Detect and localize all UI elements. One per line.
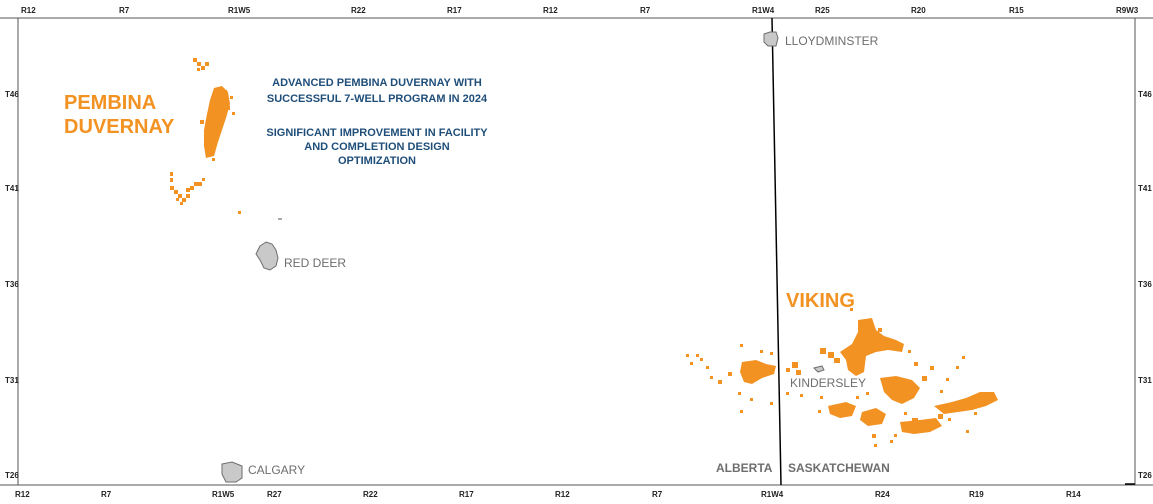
annotation-line: AND COMPLETION DESIGN <box>304 141 450 153</box>
right-tick: T46 <box>1138 90 1152 99</box>
right-tick: T26 <box>1138 471 1152 480</box>
red-deer-city-shape <box>255 241 279 271</box>
top-tick: R20 <box>911 6 926 15</box>
top-tick: R15 <box>1009 6 1024 15</box>
top-tick: R1W5 <box>228 6 251 15</box>
duvernay-play-label: DUVERNAY <box>64 116 175 138</box>
bottom-range-labels: R12 R7 R1W5 R27 R22 R17 R12 R7 R1W4 R24 … <box>15 490 1081 499</box>
left-township-labels: T46 T41 T36 T31 T26 <box>5 90 19 480</box>
bottom-tick: R1W5 <box>212 490 235 499</box>
top-tick: R7 <box>640 6 651 15</box>
bottom-tick: R17 <box>459 490 474 499</box>
right-tick: T31 <box>1138 376 1152 385</box>
duvernay-acreage <box>170 58 241 214</box>
red-deer-label: RED DEER <box>284 256 346 270</box>
bottom-tick: R7 <box>652 490 663 499</box>
top-tick: R22 <box>351 6 366 15</box>
annotation-line: SUCCESSFUL 7-WELL PROGRAM IN 2024 <box>267 93 488 105</box>
viking-acreage <box>686 308 998 447</box>
right-township-labels: T46 T41 T36 T31 T26 <box>1138 90 1152 480</box>
kindersley-label: KINDERSLEY <box>790 376 866 390</box>
annotation-line: ADVANCED PEMBINA DUVERNAY WITH <box>272 77 482 89</box>
top-tick: R12 <box>21 6 36 15</box>
bottom-tick: R22 <box>363 490 378 499</box>
saskatchewan-label: SASKATCHEWAN <box>788 461 890 475</box>
top-tick: R12 <box>543 6 558 15</box>
top-tick: R25 <box>815 6 830 15</box>
calgary-city-shape <box>221 461 243 483</box>
bottom-tick: R7 <box>101 490 112 499</box>
viking-play-label: VIKING <box>786 290 855 312</box>
right-tick: T36 <box>1138 280 1152 289</box>
right-tick: T41 <box>1138 184 1152 193</box>
left-tick: T36 <box>5 280 19 289</box>
provincial-border-line <box>771 17 782 486</box>
bottom-tick: R19 <box>969 490 984 499</box>
left-tick: T31 <box>5 376 19 385</box>
annotation-block: ADVANCED PEMBINA DUVERNAY WITH SUCCESSFU… <box>266 77 488 167</box>
left-tick: T26 <box>5 471 19 480</box>
bottom-tick: R12 <box>555 490 570 499</box>
annotation-line: OPTIMIZATION <box>338 155 416 167</box>
left-tick: T41 <box>5 184 19 193</box>
bottom-tick: R12 <box>15 490 30 499</box>
bottom-tick: R27 <box>267 490 282 499</box>
lloydminster-city-shape <box>763 31 779 47</box>
left-tick: T46 <box>5 90 19 99</box>
lloydminster-label: LLOYDMINSTER <box>785 34 879 48</box>
bottom-tick: R24 <box>875 490 890 499</box>
kindersley-city-shape <box>813 365 825 373</box>
calgary-label: CALGARY <box>248 463 305 477</box>
alberta-label: ALBERTA <box>716 461 773 475</box>
map-frame <box>17 17 1136 486</box>
top-tick: R7 <box>119 6 130 15</box>
top-tick: R9W3 <box>1116 6 1139 15</box>
bottom-tick: R14 <box>1066 490 1081 499</box>
top-tick: R17 <box>447 6 462 15</box>
annotation-line: SIGNIFICANT IMPROVEMENT IN FACILITY <box>266 127 488 139</box>
top-tick: R1W4 <box>752 6 775 15</box>
top-range-labels: R12 R7 R1W5 R22 R17 R12 R7 R1W4 R25 R20 … <box>21 6 1139 15</box>
bottom-tick: R1W4 <box>761 490 784 499</box>
pembina-play-label: PEMBINA <box>64 92 156 114</box>
